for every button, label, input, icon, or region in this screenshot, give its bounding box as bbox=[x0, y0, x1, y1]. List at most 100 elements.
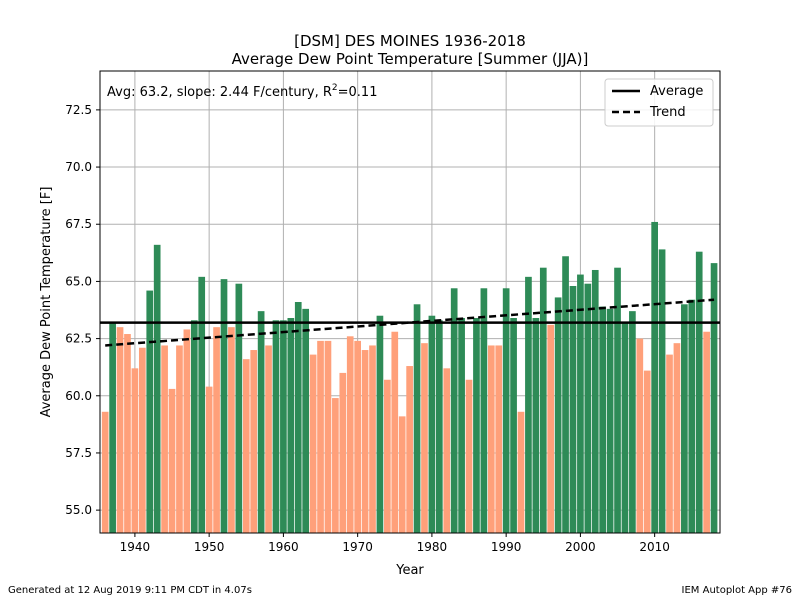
bar-2013 bbox=[673, 343, 681, 533]
footer-app-label: IEM Autoplot App #76 bbox=[681, 585, 792, 596]
bar-1970 bbox=[354, 340, 361, 533]
bar-2003 bbox=[599, 306, 607, 533]
bar-1978 bbox=[413, 304, 421, 533]
y-axis-label: Average Dew Point Temperature [F] bbox=[39, 187, 54, 418]
bar-1939 bbox=[124, 334, 131, 533]
bar-1991 bbox=[510, 318, 517, 533]
bar-1962 bbox=[294, 302, 302, 533]
bar-1948 bbox=[190, 320, 198, 533]
bar-1945 bbox=[168, 388, 176, 533]
bar-1982 bbox=[443, 368, 451, 533]
y-tick-label: 67.5 bbox=[65, 217, 92, 231]
bar-1942 bbox=[146, 290, 154, 533]
bar-2007 bbox=[629, 311, 636, 533]
bar-1976 bbox=[398, 416, 406, 533]
bar-1964 bbox=[309, 354, 317, 533]
y-tick-label: 70.0 bbox=[65, 160, 92, 174]
bar-1961 bbox=[287, 318, 295, 533]
y-tick-label: 55.0 bbox=[65, 503, 92, 517]
bar-2011 bbox=[658, 249, 666, 533]
bar-1967 bbox=[332, 398, 339, 533]
bar-1951 bbox=[213, 327, 220, 533]
bar-1950 bbox=[205, 386, 213, 533]
x-tick-label: 2010 bbox=[639, 540, 670, 554]
bar-1977 bbox=[406, 366, 413, 533]
bar-2008 bbox=[636, 338, 644, 533]
bar-1944 bbox=[161, 345, 168, 533]
stats-annotation-sup: 2 bbox=[332, 83, 338, 93]
bar-1971 bbox=[361, 350, 369, 533]
y-tick-label: 60.0 bbox=[65, 389, 92, 403]
bar-1999 bbox=[569, 285, 577, 533]
bar-1943 bbox=[153, 244, 161, 533]
reference-lines bbox=[100, 298, 720, 347]
bar-1990 bbox=[502, 288, 510, 533]
bar-1997 bbox=[554, 297, 562, 533]
stats-annotation-prefix: Avg: 63.2, slope: 2.44 F/century, R bbox=[107, 85, 332, 100]
bar-1958 bbox=[265, 345, 272, 533]
bar-2012 bbox=[666, 354, 673, 533]
bar-1989 bbox=[495, 345, 503, 533]
bar-1987 bbox=[480, 288, 488, 533]
bar-1995 bbox=[539, 267, 547, 533]
bar-1957 bbox=[257, 311, 265, 533]
bar-1937 bbox=[109, 322, 116, 533]
y-tick-label: 72.5 bbox=[65, 103, 92, 117]
x-axis-label: Year bbox=[395, 563, 424, 578]
plot-frame bbox=[99, 70, 721, 534]
bar-1946 bbox=[176, 345, 183, 533]
bar-2000 bbox=[577, 274, 584, 533]
bar-1972 bbox=[369, 345, 376, 533]
x-tick-label: 1990 bbox=[491, 540, 522, 554]
x-tick-label: 1960 bbox=[268, 540, 299, 554]
bar-1956 bbox=[250, 350, 258, 533]
bar-1963 bbox=[302, 308, 310, 533]
x-tick-label: 1940 bbox=[120, 540, 151, 554]
bar-1994 bbox=[532, 318, 540, 533]
bar-1984 bbox=[458, 318, 465, 533]
bar-2018 bbox=[710, 263, 718, 533]
bar-1947 bbox=[183, 329, 191, 533]
bar-1952 bbox=[220, 279, 228, 533]
bar-1949 bbox=[198, 276, 206, 533]
bar-2005 bbox=[614, 267, 621, 533]
bar-1988 bbox=[487, 345, 495, 533]
bar-1996 bbox=[547, 324, 555, 533]
legend-average-label: Average bbox=[650, 84, 703, 99]
bar-1940 bbox=[131, 368, 139, 533]
bar-1960 bbox=[280, 320, 287, 533]
x-tick-label: 2000 bbox=[565, 540, 596, 554]
bar-1966 bbox=[324, 340, 332, 533]
bar-1938 bbox=[116, 327, 124, 533]
y-tick-label: 65.0 bbox=[65, 274, 92, 288]
stats-annotation-suffix: =0.11 bbox=[338, 85, 378, 100]
chart-title-line2: Average Dew Point Temperature [Summer (J… bbox=[232, 50, 589, 68]
bar-1993 bbox=[525, 276, 532, 533]
bars bbox=[101, 221, 718, 533]
y-tick-label: 62.5 bbox=[65, 332, 92, 346]
bar-1955 bbox=[242, 359, 250, 533]
bar-1974 bbox=[384, 379, 391, 533]
bar-2015 bbox=[688, 299, 696, 533]
bar-2014 bbox=[681, 304, 688, 533]
bar-1980 bbox=[428, 315, 436, 533]
y-axis-ticks: 55.0 57.5 60.0 62.5 65.0 67.5 70.0 72.5 bbox=[65, 103, 100, 517]
x-tick-label: 1950 bbox=[194, 540, 225, 554]
bar-1979 bbox=[421, 343, 428, 533]
bar-1973 bbox=[376, 315, 384, 533]
bar-1953 bbox=[228, 327, 235, 533]
chart-title-line1: [DSM] DES MOINES 1936-2018 bbox=[294, 32, 526, 50]
bar-2002 bbox=[591, 269, 599, 533]
legend-trend-label: Trend bbox=[649, 105, 686, 120]
bar-1983 bbox=[450, 288, 458, 533]
bar-1985 bbox=[465, 379, 473, 533]
legend: Average Trend bbox=[604, 78, 714, 127]
bar-1936 bbox=[101, 411, 109, 533]
x-tick-label: 1980 bbox=[417, 540, 448, 554]
bar-2006 bbox=[621, 322, 629, 533]
trend-line bbox=[105, 298, 715, 347]
x-tick-label: 1970 bbox=[342, 540, 373, 554]
bar-1959 bbox=[272, 320, 280, 533]
bar-2004 bbox=[606, 308, 614, 533]
bar-1975 bbox=[391, 331, 399, 533]
